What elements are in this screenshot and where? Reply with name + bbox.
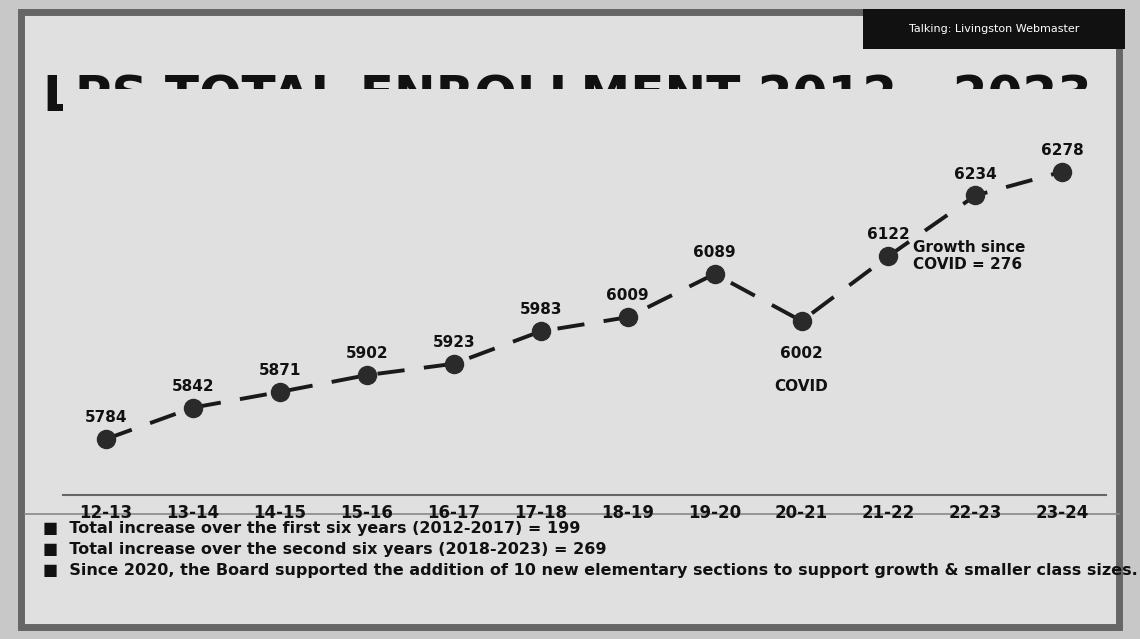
Text: Talking: Livingston Webmaster: Talking: Livingston Webmaster bbox=[909, 24, 1080, 34]
Text: LPS TOTAL ENROLLMENT 2012 - 2023: LPS TOTAL ENROLLMENT 2012 - 2023 bbox=[43, 73, 1092, 121]
Text: 6009: 6009 bbox=[606, 288, 649, 304]
FancyBboxPatch shape bbox=[21, 12, 1119, 627]
Text: 6278: 6278 bbox=[1041, 142, 1084, 158]
Text: COVID: COVID bbox=[775, 380, 829, 394]
Text: 6122: 6122 bbox=[868, 227, 910, 242]
Text: 6234: 6234 bbox=[954, 167, 996, 181]
Text: 5842: 5842 bbox=[172, 379, 214, 394]
Text: 5923: 5923 bbox=[432, 335, 475, 350]
Text: 5902: 5902 bbox=[345, 346, 389, 361]
Text: 5983: 5983 bbox=[520, 302, 562, 318]
Text: ■  Total increase over the first six years (2012-2017) = 199
■  Total increase o: ■ Total increase over the first six year… bbox=[43, 521, 1138, 578]
Text: 5871: 5871 bbox=[259, 363, 301, 378]
Text: Growth since
COVID = 276: Growth since COVID = 276 bbox=[913, 240, 1026, 272]
Text: 5784: 5784 bbox=[84, 410, 128, 425]
FancyBboxPatch shape bbox=[863, 9, 1125, 49]
Text: 6089: 6089 bbox=[693, 245, 736, 260]
Text: 6002: 6002 bbox=[780, 346, 823, 361]
